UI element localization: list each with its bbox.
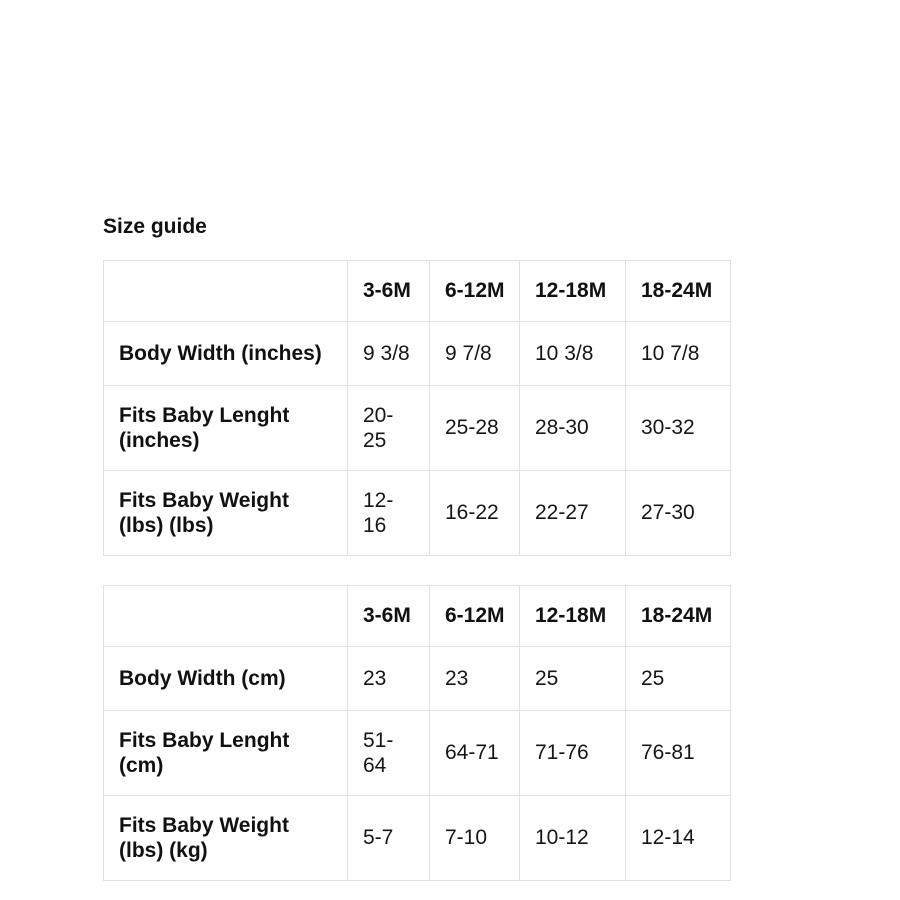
size-table-cm: 3-6M 6-12M 12-18M 18-24M Body Width (cm) 23 23… bbox=[103, 585, 731, 881]
cell-value: 64-71 bbox=[429, 710, 520, 796]
table-header-row: 3-6M 6-12M 12-18M 18-24M bbox=[103, 585, 731, 647]
cell-value: 9 7/8 bbox=[429, 321, 520, 386]
size-guide-section: Size guide 3-6M 6-12M 12-18M 18-24M Body Wid… bbox=[103, 212, 731, 881]
cell-value: 71-76 bbox=[519, 710, 626, 796]
cell-value: 23 bbox=[429, 646, 520, 711]
empty-header-cell bbox=[103, 260, 348, 322]
cell-value: 20-25 bbox=[347, 385, 430, 471]
size-table-inches: 3-6M 6-12M 12-18M 18-24M Body Width (inches)… bbox=[103, 260, 731, 556]
cell-value: 30-32 bbox=[625, 385, 731, 471]
cell-value: 28-30 bbox=[519, 385, 626, 471]
column-header: 3-6M bbox=[347, 585, 430, 647]
cell-value: 23 bbox=[347, 646, 430, 711]
cell-value: 9 3/8 bbox=[347, 321, 430, 386]
table-row: Body Width (cm) 23 23 25 25 bbox=[103, 646, 731, 711]
row-label: Body Width (inches) bbox=[103, 321, 348, 386]
row-label: Fits Baby Weight (lbs) (kg) bbox=[103, 795, 348, 881]
table-row: Fits Baby Lenght (cm) 51-64 64-71 71-76 76-8… bbox=[103, 710, 731, 796]
table-row: Fits Baby Lenght (inches) 20-25 25-28 28-30… bbox=[103, 385, 731, 471]
column-header: 6-12M bbox=[429, 585, 520, 647]
cell-value: 25 bbox=[519, 646, 626, 711]
table-header-row: 3-6M 6-12M 12-18M 18-24M bbox=[103, 260, 731, 322]
cell-value: 25-28 bbox=[429, 385, 520, 471]
row-label: Body Width (cm) bbox=[103, 646, 348, 711]
row-label: Fits Baby Lenght (inches) bbox=[103, 385, 348, 471]
row-label: Fits Baby Weight (lbs) (lbs) bbox=[103, 470, 348, 556]
table-row: Fits Baby Weight (lbs) (lbs) 12-16 16-22 22… bbox=[103, 470, 731, 556]
cell-value: 22-27 bbox=[519, 470, 626, 556]
cell-value: 5-7 bbox=[347, 795, 430, 881]
cell-value: 16-22 bbox=[429, 470, 520, 556]
column-header: 18-24M bbox=[625, 260, 731, 322]
cell-value: 7-10 bbox=[429, 795, 520, 881]
column-header: 18-24M bbox=[625, 585, 731, 647]
column-header: 3-6M bbox=[347, 260, 430, 322]
cell-value: 76-81 bbox=[625, 710, 731, 796]
cell-value: 10-12 bbox=[519, 795, 626, 881]
cell-value: 25 bbox=[625, 646, 731, 711]
cell-value: 51-64 bbox=[347, 710, 430, 796]
cell-value: 10 7/8 bbox=[625, 321, 731, 386]
table-row: Fits Baby Weight (lbs) (kg) 5-7 7-10 10-12 1… bbox=[103, 795, 731, 881]
column-header: 6-12M bbox=[429, 260, 520, 322]
empty-header-cell bbox=[103, 585, 348, 647]
cell-value: 12-14 bbox=[625, 795, 731, 881]
cell-value: 27-30 bbox=[625, 470, 731, 556]
column-header: 12-18M bbox=[519, 260, 626, 322]
cell-value: 10 3/8 bbox=[519, 321, 626, 386]
row-label: Fits Baby Lenght (cm) bbox=[103, 710, 348, 796]
table-row: Body Width (inches) 9 3/8 9 7/8 10 3/8 10 7/… bbox=[103, 321, 731, 386]
size-guide-title: Size guide bbox=[103, 215, 207, 238]
cell-value: 12-16 bbox=[347, 470, 430, 556]
column-header: 12-18M bbox=[519, 585, 626, 647]
